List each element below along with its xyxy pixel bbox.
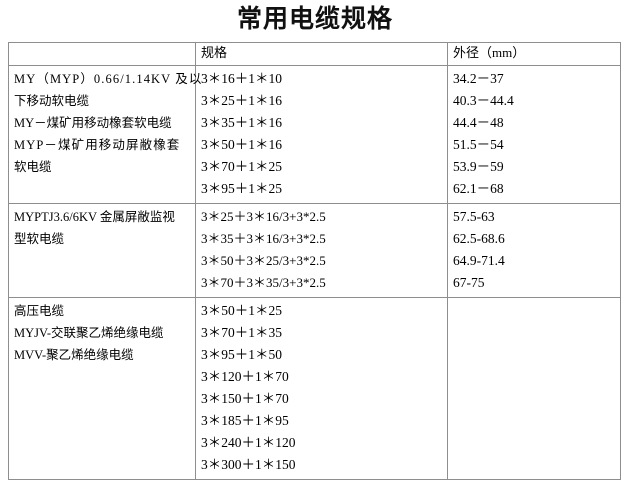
spec-value: 3＊50＋3＊25/3+3*2.5 (201, 253, 326, 268)
spec-value: 3＊120＋1＊70 (201, 369, 289, 384)
cell-specs-3: 3＊50＋1＊25 3＊70＋1＊35 3＊95＋1＊50 3＊120＋1＊70… (195, 297, 448, 480)
diameter-value: 53.9－59 (453, 159, 504, 174)
diameter-value: 44.4－48 (453, 115, 504, 130)
header-name-label (9, 43, 195, 47)
spec-value: 3＊240＋1＊120 (201, 435, 296, 450)
spec-value: 3＊50＋1＊16 (201, 137, 282, 152)
table-row: MYPTJ3.6/6KV 金属屏敝监视 型软电缆 3＊25＋3＊16/3+3*2… (8, 203, 621, 298)
spec-value: 3＊70＋3＊35/3+3*2.5 (201, 275, 326, 290)
spec-value: 3＊25＋1＊16 (201, 93, 282, 108)
diameter-value: 62.1－68 (453, 181, 504, 196)
cable-spec-table-container: 规格 外径（mm） MY（MYP）0.66/1.14KV 及以 下移动软电缆 M… (8, 42, 621, 480)
spec-lines-1: 3＊16＋1＊10 3＊25＋1＊16 3＊35＋1＊16 3＊50＋1＊16 … (196, 66, 447, 203)
cell-specs-2: 3＊25＋3＊16/3+3*2.5 3＊35＋3＊16/3+3*2.5 3＊50… (195, 203, 448, 298)
cable-name-line: MYJV-交联聚乙烯绝缘电缆 (14, 326, 164, 340)
document-page: 常用电缆规格 规格 外径（mm） (0, 3, 630, 480)
header-cell-spec: 规格 (195, 42, 448, 66)
diameter-value: 62.5-68.6 (453, 231, 505, 246)
diameter-value: 67-75 (453, 275, 485, 290)
cable-name-line: MYP－煤矿用移动屏敝橡套 (14, 138, 181, 152)
cable-name-line: MYPTJ3.6/6KV 金属屏敝监视 (14, 210, 175, 224)
cell-diameters-1: 34.2－37 40.3－44.4 44.4－48 51.5－54 53.9－5… (447, 65, 621, 204)
table-row: MY（MYP）0.66/1.14KV 及以 下移动软电缆 MY－煤矿用移动橡套软… (8, 65, 621, 204)
table-row: 高压电缆 MYJV-交联聚乙烯绝缘电缆 MVV-聚乙烯绝缘电缆 3＊50＋1＊2… (8, 297, 621, 480)
cable-spec-table: 规格 外径（mm） MY（MYP）0.66/1.14KV 及以 下移动软电缆 M… (8, 42, 621, 480)
spec-value: 3＊300＋1＊150 (201, 457, 296, 472)
spec-value: 3＊70＋1＊35 (201, 325, 282, 340)
header-cell-diameter: 外径（mm） (447, 42, 621, 66)
cable-name-lines-3: 高压电缆 MYJV-交联聚乙烯绝缘电缆 MVV-聚乙烯绝缘电缆 (9, 298, 195, 369)
cable-name-line: MY（MYP）0.66/1.14KV 及以 (14, 72, 203, 86)
cable-name-line: 软电缆 (14, 160, 52, 174)
diameter-value: 57.5-63 (453, 209, 495, 224)
diameter-lines-2: 57.5-63 62.5-68.6 64.9-71.4 67-75 (448, 204, 620, 297)
header-spec-label: 规格 (201, 45, 228, 60)
spec-value: 3＊150＋1＊70 (201, 391, 289, 406)
spec-value: 3＊70＋1＊25 (201, 159, 282, 174)
spec-value: 3＊50＋1＊25 (201, 303, 282, 318)
cable-name-lines-1: MY（MYP）0.66/1.14KV 及以 下移动软电缆 MY－煤矿用移动橡套软… (9, 66, 203, 181)
diameter-lines-3 (448, 298, 620, 303)
cable-name-lines-2: MYPTJ3.6/6KV 金属屏敝监视 型软电缆 (9, 204, 195, 253)
cell-cable-name-3: 高压电缆 MYJV-交联聚乙烯绝缘电缆 MVV-聚乙烯绝缘电缆 (8, 297, 196, 480)
cell-diameters-3 (447, 297, 621, 480)
cell-specs-1: 3＊16＋1＊10 3＊25＋1＊16 3＊35＋1＊16 3＊50＋1＊16 … (195, 65, 448, 204)
spec-value: 3＊35＋3＊16/3+3*2.5 (201, 231, 326, 246)
cable-name-line: 下移动软电缆 (14, 94, 90, 108)
page-title: 常用电缆规格 (236, 6, 393, 33)
cable-name-line: MY－煤矿用移动橡套软电缆 (14, 116, 172, 130)
header-diameter-label: 外径（mm） (453, 45, 526, 60)
diameter-value: 51.5－54 (453, 137, 504, 152)
cell-cable-name-2: MYPTJ3.6/6KV 金属屏敝监视 型软电缆 (8, 203, 196, 298)
spec-lines-2: 3＊25＋3＊16/3+3*2.5 3＊35＋3＊16/3+3*2.5 3＊50… (196, 204, 447, 297)
cell-diameters-2: 57.5-63 62.5-68.6 64.9-71.4 67-75 (447, 203, 621, 298)
diameter-value: 64.9-71.4 (453, 253, 505, 268)
spec-lines-3: 3＊50＋1＊25 3＊70＋1＊35 3＊95＋1＊50 3＊120＋1＊70… (196, 298, 447, 479)
diameter-value: 34.2－37 (453, 71, 504, 86)
cable-name-line: MVV-聚乙烯绝缘电缆 (14, 348, 134, 362)
cable-name-line: 型软电缆 (14, 232, 65, 246)
spec-value: 3＊95＋1＊25 (201, 181, 282, 196)
spec-value: 3＊95＋1＊50 (201, 347, 282, 362)
spec-value: 3＊35＋1＊16 (201, 115, 282, 130)
header-cell-name (8, 42, 196, 66)
spec-value: 3＊16＋1＊10 (201, 71, 282, 86)
table-header-row: 规格 外径（mm） (8, 42, 621, 66)
spec-value: 3＊185＋1＊95 (201, 413, 289, 428)
diameter-value: 40.3－44.4 (453, 93, 514, 108)
cable-name-line: 高压电缆 (14, 304, 65, 318)
cell-cable-name-1: MY（MYP）0.66/1.14KV 及以 下移动软电缆 MY－煤矿用移动橡套软… (8, 65, 203, 204)
diameter-lines-1: 34.2－37 40.3－44.4 44.4－48 51.5－54 53.9－5… (448, 66, 620, 203)
spec-value: 3＊25＋3＊16/3+3*2.5 (201, 209, 326, 224)
